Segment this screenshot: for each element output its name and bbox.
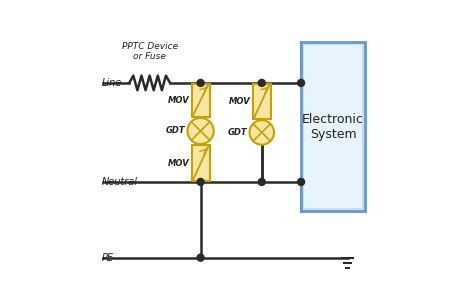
Text: GDT: GDT <box>228 128 248 137</box>
Circle shape <box>197 254 204 261</box>
Circle shape <box>258 178 265 186</box>
Bar <box>253 83 271 119</box>
Text: MOV: MOV <box>167 96 189 105</box>
Text: MOV: MOV <box>228 97 250 106</box>
Text: MOV: MOV <box>167 159 189 168</box>
Text: PPTC Device
or Fuse: PPTC Device or Fuse <box>121 42 178 61</box>
Bar <box>304 45 362 208</box>
Bar <box>301 42 365 211</box>
Circle shape <box>249 120 274 145</box>
Bar <box>191 145 210 181</box>
Text: Neutral: Neutral <box>101 177 137 187</box>
Text: Electronic
System: Electronic System <box>302 113 364 141</box>
Circle shape <box>197 178 204 186</box>
Circle shape <box>258 79 265 86</box>
Circle shape <box>298 79 305 86</box>
Text: GDT: GDT <box>166 126 186 136</box>
Text: Line: Line <box>101 78 122 88</box>
Circle shape <box>188 118 214 144</box>
Text: PE: PE <box>101 253 114 263</box>
Bar <box>191 83 210 117</box>
Circle shape <box>197 79 204 86</box>
Circle shape <box>298 178 305 186</box>
